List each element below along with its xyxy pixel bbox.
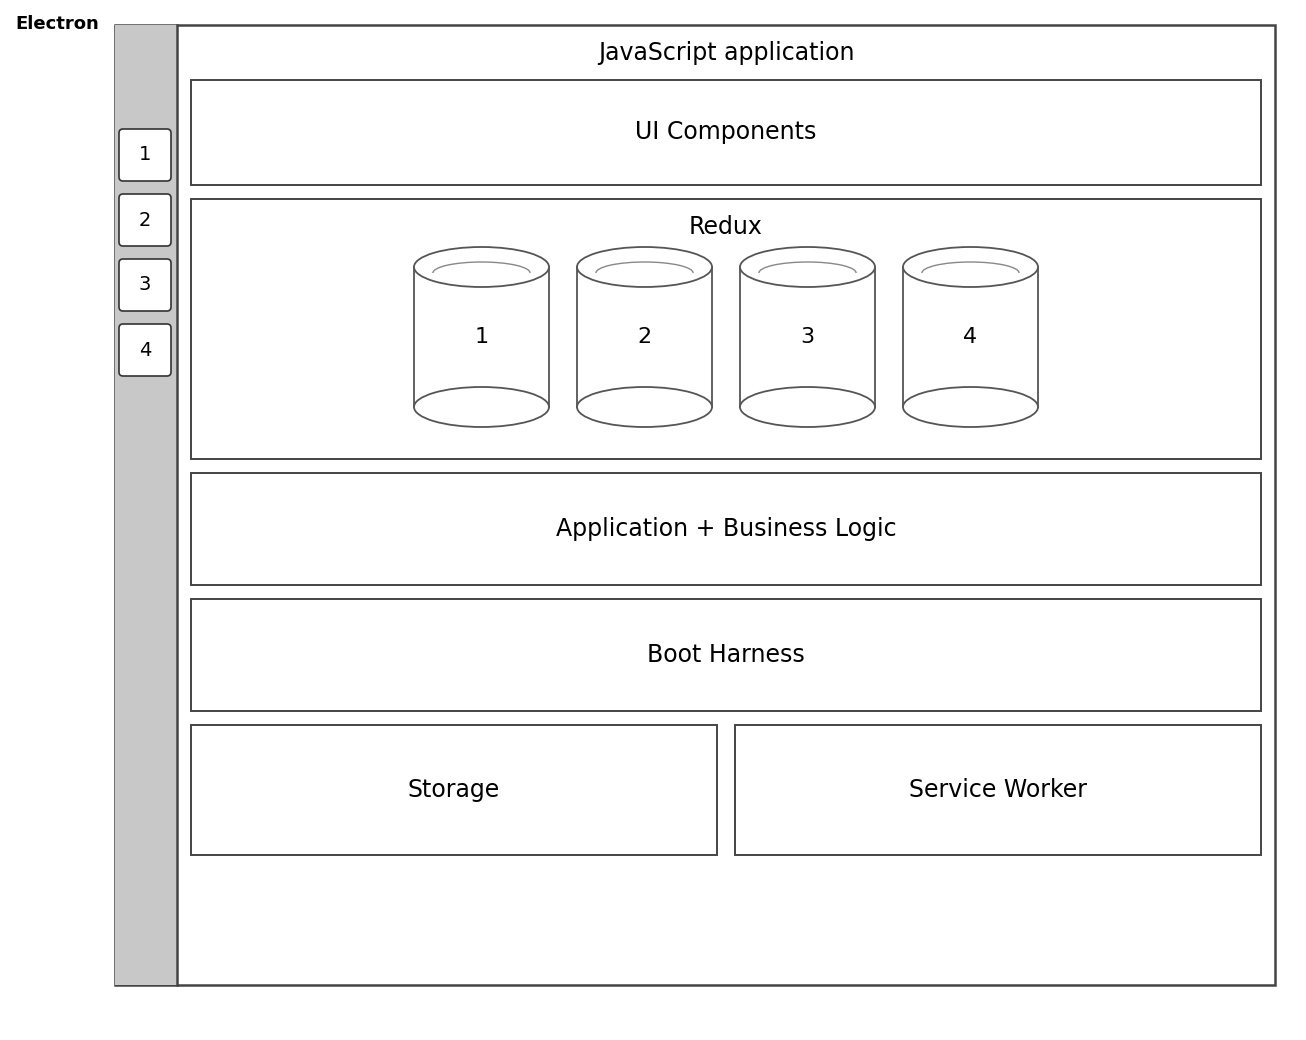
Bar xyxy=(414,267,549,407)
Ellipse shape xyxy=(902,246,1038,287)
Text: Storage: Storage xyxy=(407,778,500,802)
Bar xyxy=(902,267,1038,407)
Text: Service Worker: Service Worker xyxy=(909,778,1087,802)
Text: Boot Harness: Boot Harness xyxy=(648,643,804,667)
Bar xyxy=(735,725,1262,855)
Text: Application + Business Logic: Application + Business Logic xyxy=(555,517,896,541)
Text: 2: 2 xyxy=(637,327,652,347)
Text: UI Components: UI Components xyxy=(635,121,816,145)
Ellipse shape xyxy=(577,246,712,287)
Bar xyxy=(115,25,1275,985)
Ellipse shape xyxy=(741,387,875,427)
Text: 1: 1 xyxy=(138,146,151,164)
Bar xyxy=(741,267,875,407)
Text: 4: 4 xyxy=(138,340,151,360)
Text: Electron: Electron xyxy=(14,15,99,33)
Bar xyxy=(115,25,178,985)
Text: 3: 3 xyxy=(138,276,151,294)
FancyBboxPatch shape xyxy=(119,324,171,376)
Bar xyxy=(191,599,1262,711)
FancyBboxPatch shape xyxy=(119,194,171,246)
Ellipse shape xyxy=(414,387,549,427)
Text: JavaScript application: JavaScript application xyxy=(598,41,854,64)
Ellipse shape xyxy=(577,387,712,427)
Bar xyxy=(191,199,1262,459)
Bar xyxy=(577,267,712,407)
Bar xyxy=(191,725,717,855)
Bar xyxy=(191,473,1262,584)
Bar xyxy=(191,80,1262,185)
FancyBboxPatch shape xyxy=(119,129,171,181)
Ellipse shape xyxy=(741,246,875,287)
Text: Redux: Redux xyxy=(690,215,763,239)
Ellipse shape xyxy=(902,387,1038,427)
Text: 4: 4 xyxy=(964,327,978,347)
Text: 3: 3 xyxy=(801,327,815,347)
Text: 1: 1 xyxy=(474,327,488,347)
Text: 2: 2 xyxy=(138,210,151,230)
Ellipse shape xyxy=(414,246,549,287)
FancyBboxPatch shape xyxy=(119,259,171,311)
